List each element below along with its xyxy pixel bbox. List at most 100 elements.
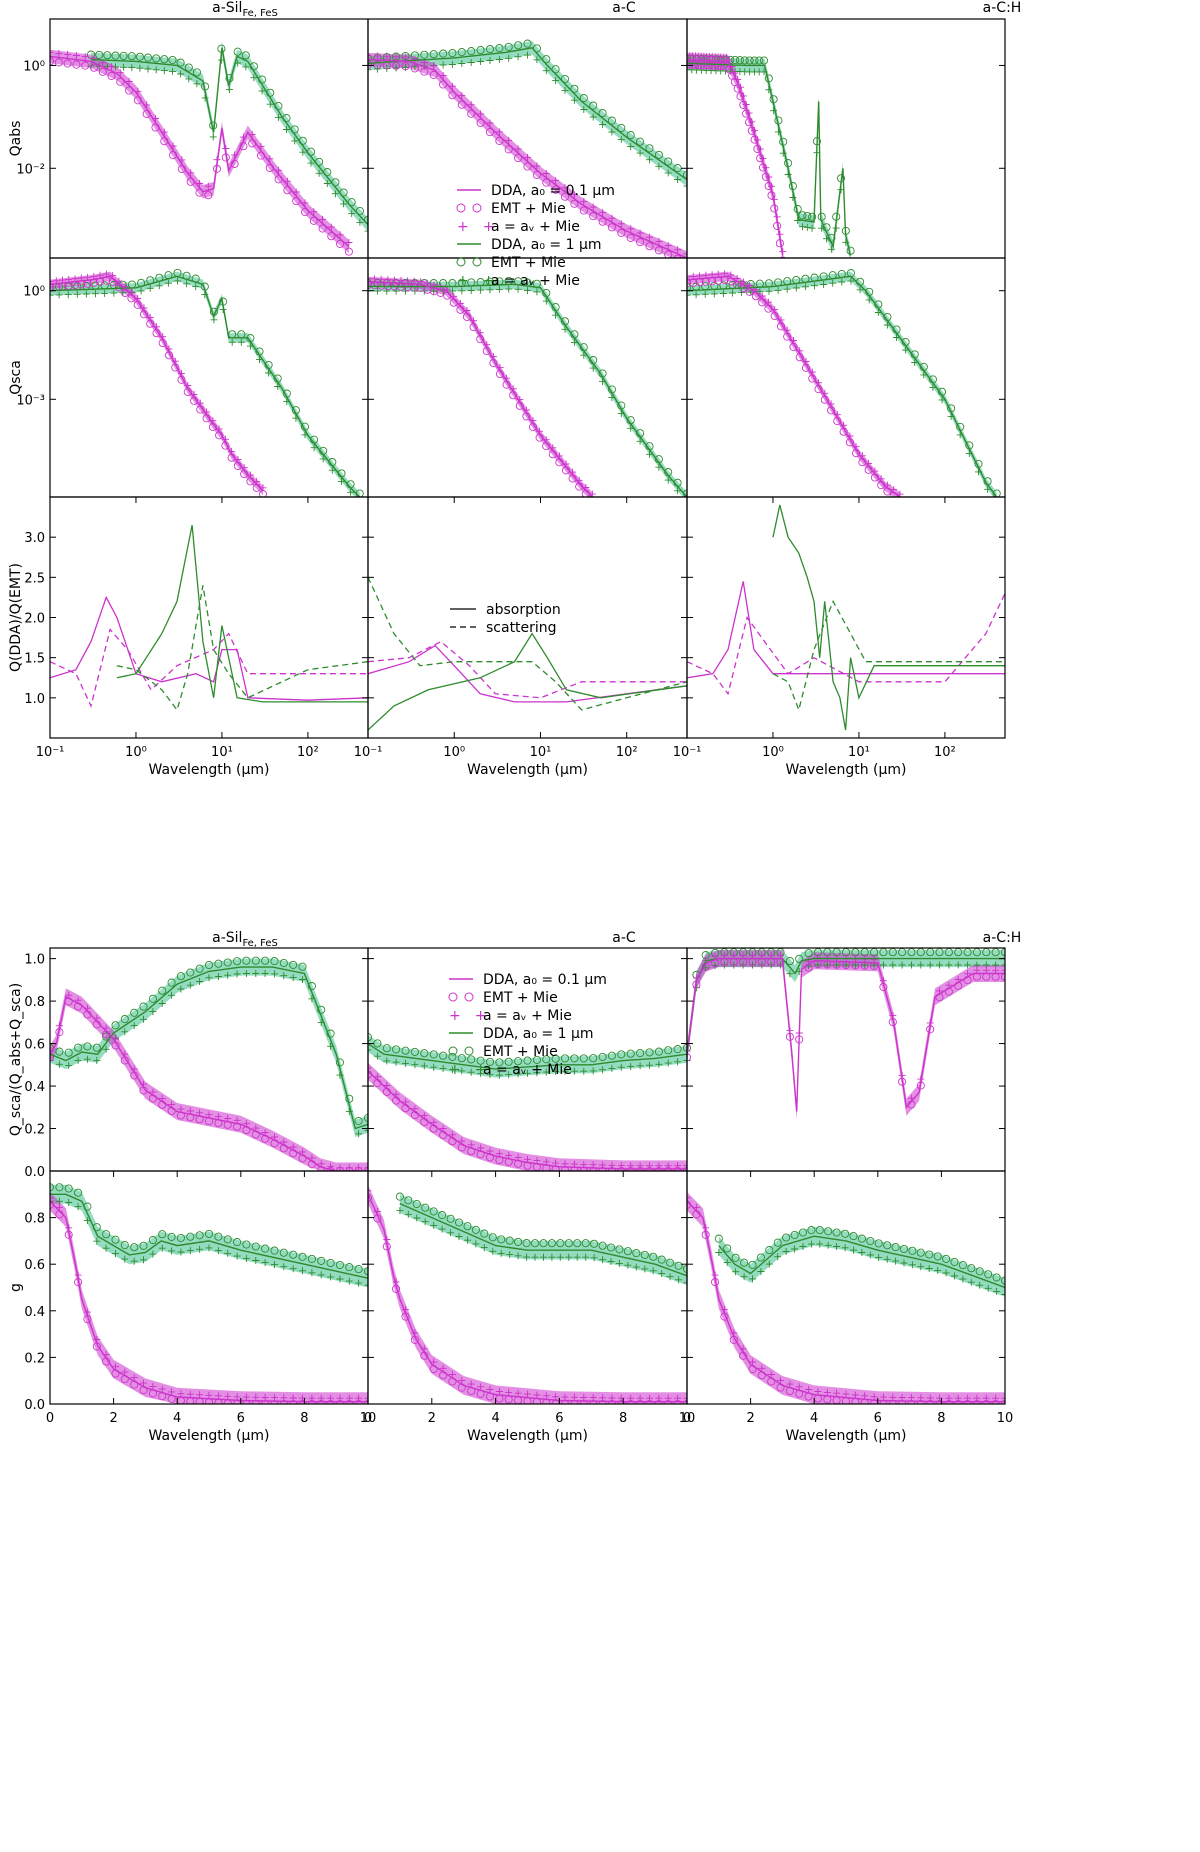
marker-av-large <box>274 113 282 121</box>
marker-av-large <box>364 227 368 235</box>
legend-circle-emt-large-2 <box>472 257 482 267</box>
marker-av-large <box>514 1070 522 1078</box>
marker-av-small <box>570 191 578 199</box>
marker-av-large <box>599 121 607 128</box>
marker-emt-small <box>523 162 532 171</box>
marker-emt-large <box>86 50 96 59</box>
marker-av-large <box>50 291 54 299</box>
marker-av-large <box>280 972 288 980</box>
marker-emt-large <box>723 1244 732 1253</box>
marker-emt-small <box>368 60 373 69</box>
marker-av-large <box>347 488 355 496</box>
marker-emt-large <box>448 49 457 58</box>
marker-emt-small <box>716 61 725 71</box>
marker-emt-large <box>368 1033 373 1042</box>
marker-av-large <box>740 1273 748 1281</box>
marker-emt-small <box>654 246 663 255</box>
marker-av-small <box>945 1394 953 1402</box>
marker-emt-large <box>167 1232 176 1241</box>
marker-emt-large <box>401 1046 410 1055</box>
marker-av-large <box>757 1268 765 1275</box>
marker-av-large <box>55 1060 63 1068</box>
marker-av-large <box>842 238 850 246</box>
marker-av-large <box>331 190 339 198</box>
marker-av-large <box>480 1244 488 1252</box>
marker-av-small <box>664 1394 672 1402</box>
marker-emt-large <box>542 1055 551 1064</box>
marker-emt-large <box>467 1055 476 1064</box>
marker-emt-large <box>654 150 663 159</box>
marker-av-small <box>383 52 391 60</box>
marker-emt-large <box>429 50 438 59</box>
marker-emt-large <box>495 1058 504 1067</box>
band-dda-large <box>91 41 368 232</box>
marker-av-large <box>829 279 837 287</box>
marker-av-large <box>570 1067 578 1075</box>
marker-emt-small <box>368 1193 373 1202</box>
marker-emt-small <box>711 61 720 70</box>
marker-av-large <box>552 1067 560 1075</box>
marker-av-large <box>486 286 494 294</box>
marker-av-large <box>1001 961 1005 969</box>
marker-emt-large <box>233 47 242 56</box>
marker-av-small <box>561 1160 569 1168</box>
legend2-label-emt-small: EMT + Mie <box>483 990 558 1006</box>
band-dda-small <box>687 271 900 497</box>
marker-av-small <box>589 203 597 211</box>
marker-av-small <box>319 215 327 223</box>
marker-av-large <box>289 974 297 982</box>
marker-av-small <box>317 1394 325 1402</box>
series-large-scattering <box>116 585 368 712</box>
marker-av-large <box>945 961 953 969</box>
marker-av-small <box>112 1363 119 1371</box>
marker-emt-large <box>404 1196 413 1205</box>
band-dda-large <box>368 279 687 497</box>
marker-emt-large <box>795 954 804 963</box>
marker-av-large <box>327 1273 335 1281</box>
marker-emt-large <box>504 1057 513 1066</box>
marker-emt-large <box>317 1005 326 1014</box>
series-dda-small <box>687 58 784 256</box>
marker-av-large <box>196 978 204 985</box>
marker-av-small <box>570 1160 578 1168</box>
marker-av-large <box>624 1261 632 1269</box>
marker-emt-large <box>214 959 223 968</box>
marker-av-small <box>392 53 400 61</box>
marker-emt-large <box>420 50 429 59</box>
marker-av-large <box>838 278 846 286</box>
marker-av-large <box>749 1275 756 1283</box>
marker-av-large <box>765 287 773 295</box>
marker-av-large <box>261 1259 269 1267</box>
legend-plus-av-small: + + <box>457 219 494 235</box>
ytick-label: 0.0 <box>24 1398 45 1413</box>
marker-av-large <box>636 437 644 445</box>
marker-emt-large <box>1000 948 1005 957</box>
plot-area-Qsca-3 <box>687 269 1001 497</box>
marker-av-large <box>655 463 663 471</box>
marker-emt-large <box>148 994 157 1003</box>
marker-av-large <box>355 1279 363 1287</box>
marker-emt-large <box>242 956 251 965</box>
marker-av-large <box>224 1249 232 1257</box>
xtick-label: 10⁻¹ <box>673 745 702 760</box>
marker-emt-large <box>439 49 448 58</box>
marker-emt-large <box>759 56 769 65</box>
marker-av-large <box>338 477 345 485</box>
marker-emt-large <box>64 1184 73 1193</box>
marker-av-small <box>505 1152 513 1160</box>
marker-av-large <box>102 1045 110 1053</box>
marker-emt-large <box>841 1229 850 1238</box>
marker-av-large <box>299 976 306 983</box>
marker-av-large <box>392 287 400 295</box>
marker-av-large <box>258 87 266 95</box>
y-axis-label-albedo: Q_sca/(Q_abs+Q_sca) <box>8 983 24 1136</box>
marker-av-large <box>93 1056 101 1064</box>
marker-av-large <box>917 1263 925 1271</box>
marker-emt-large <box>992 489 1001 497</box>
marker-av-large <box>315 169 323 177</box>
marker-emt-small <box>694 61 703 70</box>
marker-av-large <box>542 67 550 75</box>
marker-emt-large <box>55 1183 64 1192</box>
marker-av-large <box>250 74 258 82</box>
marker-emt-large <box>933 1252 942 1261</box>
